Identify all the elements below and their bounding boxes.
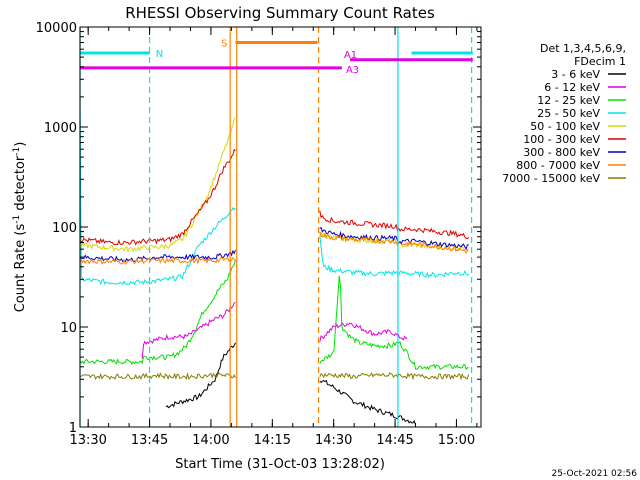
x-tick-label-6: 14:45 [376, 433, 413, 448]
series-line-4-part-2 [319, 234, 470, 279]
series-line-3-part-1 [79, 259, 236, 365]
x-tick-label-7: 15:00 [438, 433, 475, 448]
legend-entry-3: 12 - 25 keV [537, 94, 600, 107]
series-line-8-part-1 [79, 256, 236, 266]
series-line-3-part-2 [319, 275, 469, 371]
series-line-9-part-2 [319, 371, 470, 381]
chart-title: RHESSI Observing Summary Count Rates [125, 4, 435, 22]
y-axis-label: Count Rate (s-1 detector-1) [12, 142, 28, 313]
y-axis-label-main: Count Rate (s [13, 224, 28, 313]
x-tick-label-4: 14:15 [254, 433, 291, 448]
flag-label-a1: A1 [344, 50, 357, 61]
y-tick-label-2: 10 [60, 321, 77, 336]
series-line-6-part-2 [319, 210, 470, 240]
flag-layer: N S A1 A3 [80, 38, 473, 76]
x-tick-label-5: 14:30 [315, 433, 352, 448]
legend-header-2: FDecim 1 [574, 55, 626, 68]
y-axis-label-sup2: -1 [12, 147, 22, 156]
footer-timestamp: 25-Oct-2021 02:56 [552, 469, 638, 479]
legend-entry-7: 300 - 800 keV [523, 146, 600, 159]
legend-entry-5: 50 - 100 keV [530, 120, 600, 133]
series-layer [79, 95, 470, 425]
series-line-1-part-1 [165, 342, 236, 409]
x-axis-label: Start Time (31-Oct-03 13:28:02) [175, 457, 385, 472]
legend-entry-4: 25 - 50 keV [537, 107, 600, 120]
marker-layer [79, 27, 473, 427]
y-axis: 1 10 100 1000 10000 [36, 21, 481, 436]
series-line-7-part-1 [79, 249, 236, 263]
series-line-6-part-1 [79, 148, 236, 246]
legend-entry-6: 100 - 300 keV [523, 133, 600, 146]
series-line-2-part-1 [141, 301, 236, 359]
series-line-4-part-1 [79, 95, 236, 286]
legend-entry-9: 7000 - 15000 keV [502, 172, 600, 185]
y-axis-label-mid: detector [13, 155, 28, 215]
x-axis: 13:30 13:45 14:00 14:15 14:30 14:45 15:00 [69, 27, 478, 448]
y-tick-label-3: 100 [52, 221, 77, 236]
series-line-2-part-2 [319, 322, 408, 343]
y-axis-label-end: ) [13, 142, 28, 147]
series-line-9-part-1 [79, 371, 236, 381]
series-line-5-part-1 [79, 117, 236, 253]
y-tick-label-1: 1 [69, 421, 77, 436]
x-tick-label-2: 13:45 [131, 433, 168, 448]
y-tick-label-5: 10000 [36, 21, 77, 36]
flag-label-a3: A3 [346, 65, 359, 76]
flag-label-s: S [221, 38, 227, 49]
series-line-1-part-2 [319, 379, 416, 425]
legend-entry-8: 800 - 7000 keV [516, 159, 600, 172]
y-axis-label-sup1: -1 [12, 215, 22, 224]
y-tick-label-4: 1000 [44, 121, 77, 136]
series-line-8-part-2 [319, 231, 469, 254]
x-tick-label-3: 14:00 [192, 433, 229, 448]
flag-label-n: N [156, 49, 163, 60]
legend-header-1: Det 1,3,4,5,6,9, [540, 42, 626, 55]
legend-entry-2: 6 - 12 keV [544, 81, 600, 94]
legend-entry-1: 3 - 6 keV [551, 68, 600, 81]
x-tick-label-1: 13:30 [69, 433, 106, 448]
